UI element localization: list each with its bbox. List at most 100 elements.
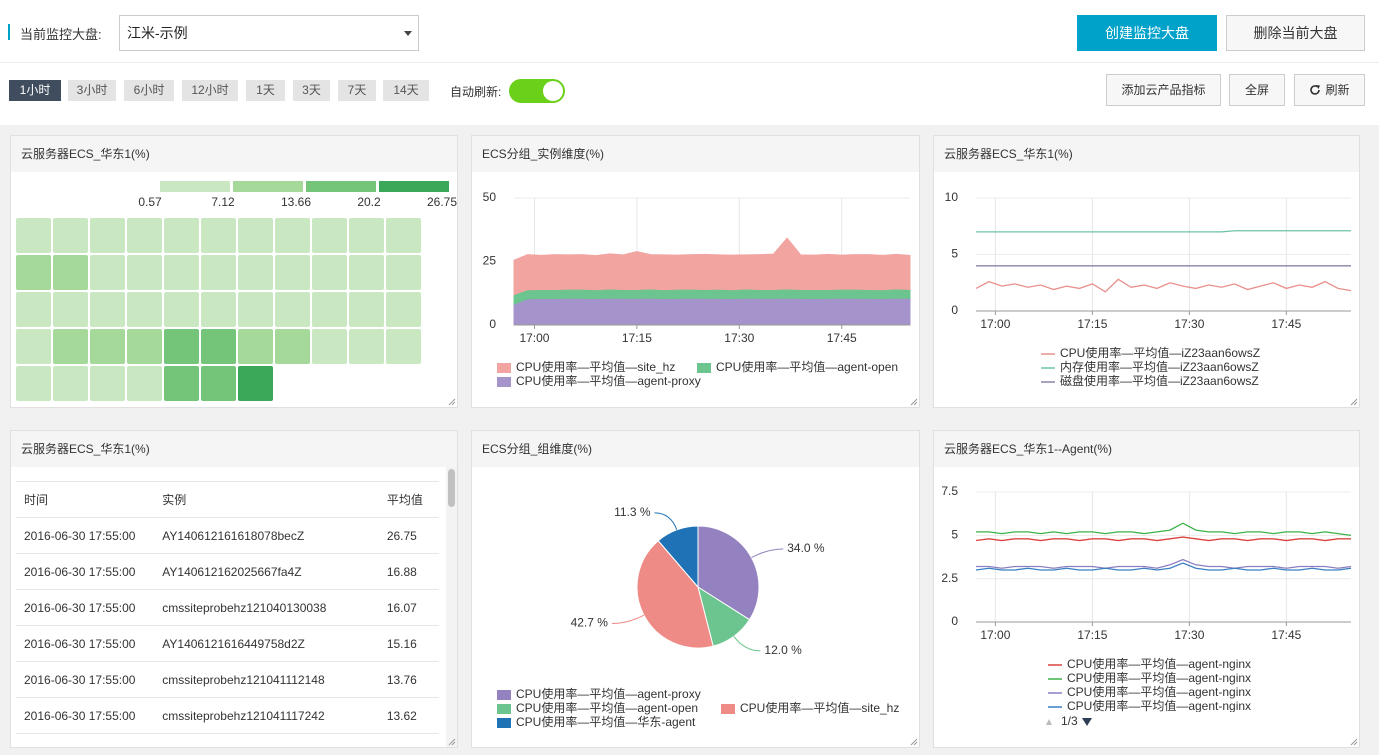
heat-cell [127,366,162,401]
fullscreen-button[interactable]: 全屏 [1229,74,1285,106]
heat-cell [238,329,273,364]
table-cell: cmssiteprobehz121040130038 [154,589,379,626]
auto-refresh-toggle[interactable] [508,78,566,104]
area [513,297,911,326]
legend-swatch [497,690,511,700]
range-button[interactable]: 3小时 [68,80,116,101]
line [976,230,1351,233]
heat-cell [201,255,236,290]
heat-cell [164,329,199,364]
heat-cell [275,329,310,364]
range-button[interactable]: 12小时 [182,80,238,101]
x-tick-label: 17:00 [980,628,1010,642]
table-cell: 15.16 [378,625,439,662]
table-cell: cmssiteprobehz121041112148 [154,661,379,698]
resize-handle[interactable] [910,738,918,746]
panel-title: 云服务器ECS_华东1(%) [11,431,457,467]
resize-handle[interactable] [448,738,456,746]
range-button[interactable]: 3天 [293,80,330,101]
panel: ECS分组_实例维度(%) 0 25 50 17:00 17:15 17:30 17:45 CP… [471,135,920,408]
table-cell: 16.07 [378,589,439,626]
resize-handle[interactable] [1350,738,1358,746]
header: 当前监控大盘: 江米-示例 创建监控大盘 删除当前大盘 1小时 3小时 6小时 12小… [0,0,1379,125]
heat-cell [16,329,51,364]
table-cell: cmssiteprobehz120026064126 [154,733,379,747]
legend-label: CPU使用率—平均值—agent-open [516,700,698,715]
heat-cell [201,292,236,327]
delete-button[interactable]: 删除当前大盘 [1226,15,1365,51]
line [975,536,1351,542]
data-table: 时间 实例 平均值 2016-06-30 17:55:00 AY140612161618… [16,481,439,747]
pager-next[interactable] [1082,718,1092,726]
legend-label: 0.57 [138,195,162,209]
slice-label: 12.0 % [764,643,802,657]
panel: 云服务器ECS_华东1(%) 0.57 7.12 13.66 20.2 26.75 [10,135,458,408]
table-header: 时间 实例 平均值 [16,481,439,518]
heat-cell [127,292,162,327]
legend-label: CPU使用率—平均值—agent-nginx [1067,670,1251,685]
table-cell: 2016-06-30 17:55:00 [16,553,155,590]
y-tick-label: 50 [483,190,497,204]
y-tick-label: 0 [489,317,496,331]
heat-cell [386,292,421,327]
heat-cell [386,255,421,290]
legend-label: 20.2 [357,195,381,209]
x-tick-label: 17:30 [1174,317,1204,331]
range-button[interactable]: 7天 [338,80,376,101]
y-tick-label: 5 [951,247,958,261]
table-row: 2016-06-30 17:55:00 cmssiteprobehz1210411… [16,661,439,698]
heat-cell [16,218,51,253]
pager-prev[interactable] [1046,719,1052,725]
panel-title: ECS分组_实例维度(%) [472,136,919,172]
range-button[interactable]: 1小时 [9,80,61,101]
legend-swatch [379,181,449,192]
table-cell: 2016-06-30 17:55:00 [16,733,155,747]
x-tick-label: 17:15 [1077,317,1107,331]
table-row: 2016-06-30 17:55:00 cmssiteprobehz1210401… [16,589,439,626]
heat-cell [386,218,421,253]
scrollbar-thumb[interactable] [448,469,455,507]
heat-cell [16,255,51,290]
panel: 云服务器ECS_华东1(%) 0 5 10 17:00 17:15 17:30 17:45 CP… [933,135,1360,408]
x-tick-label: 17:45 [827,331,857,345]
dashboard-select[interactable]: 江米-示例 [119,15,419,51]
panel-title: 云服务器ECS_华东1(%) [934,136,1359,172]
heat-cell [164,366,199,401]
heat-cell [53,218,88,253]
slice-label: 42.7 % [571,616,609,630]
panel: ECS分组_组维度(%) 34.0 % 12.0 % 42.7 % 11.3 % CPU使… [471,430,920,748]
heat-cell [312,255,347,290]
dashboard-label: 当前监控大盘: [20,27,102,42]
heat-cell [312,218,347,253]
range-button[interactable]: 14天 [383,80,429,101]
heat-cell [238,218,273,253]
line [975,278,1352,293]
resize-handle[interactable] [910,398,918,406]
range-button[interactable]: 1天 [246,80,285,101]
heat-cell [90,218,125,253]
range-button[interactable]: 6小时 [124,80,174,101]
table-row: 2016-06-30 17:55:00 AY140612161618078becZ… [16,517,439,554]
heat-cell [127,255,162,290]
resize-handle[interactable] [1350,398,1358,406]
add-metric-button[interactable]: 添加云产品指标 [1106,74,1221,106]
y-tick-label: 25 [483,254,497,268]
create-button[interactable]: 创建监控大盘 [1077,15,1217,51]
panel-chart: 0 5 10 17:00 17:15 17:30 17:45 CPU使用率—平均值—iZ23a… [945,190,1358,406]
heat-cell [53,366,88,401]
column-header: 平均值 [378,481,439,518]
table-cell: AY140612161618078becZ [154,517,379,554]
scrollbar-track [446,467,457,747]
heat-cell [349,292,384,327]
leader-line [654,512,678,530]
refresh-button[interactable]: 刷新 [1294,74,1365,106]
slice-label: 34.0 % [787,541,825,555]
heat-cell [53,329,88,364]
resize-handle[interactable] [448,398,456,406]
x-tick-label: 17:00 [980,317,1010,331]
accent-bar [8,24,10,40]
x-tick-label: 17:00 [519,331,549,345]
table-cell: 2016-06-30 17:55:00 [16,661,155,698]
table-cell: AY140612162025667fa4Z [154,553,379,590]
